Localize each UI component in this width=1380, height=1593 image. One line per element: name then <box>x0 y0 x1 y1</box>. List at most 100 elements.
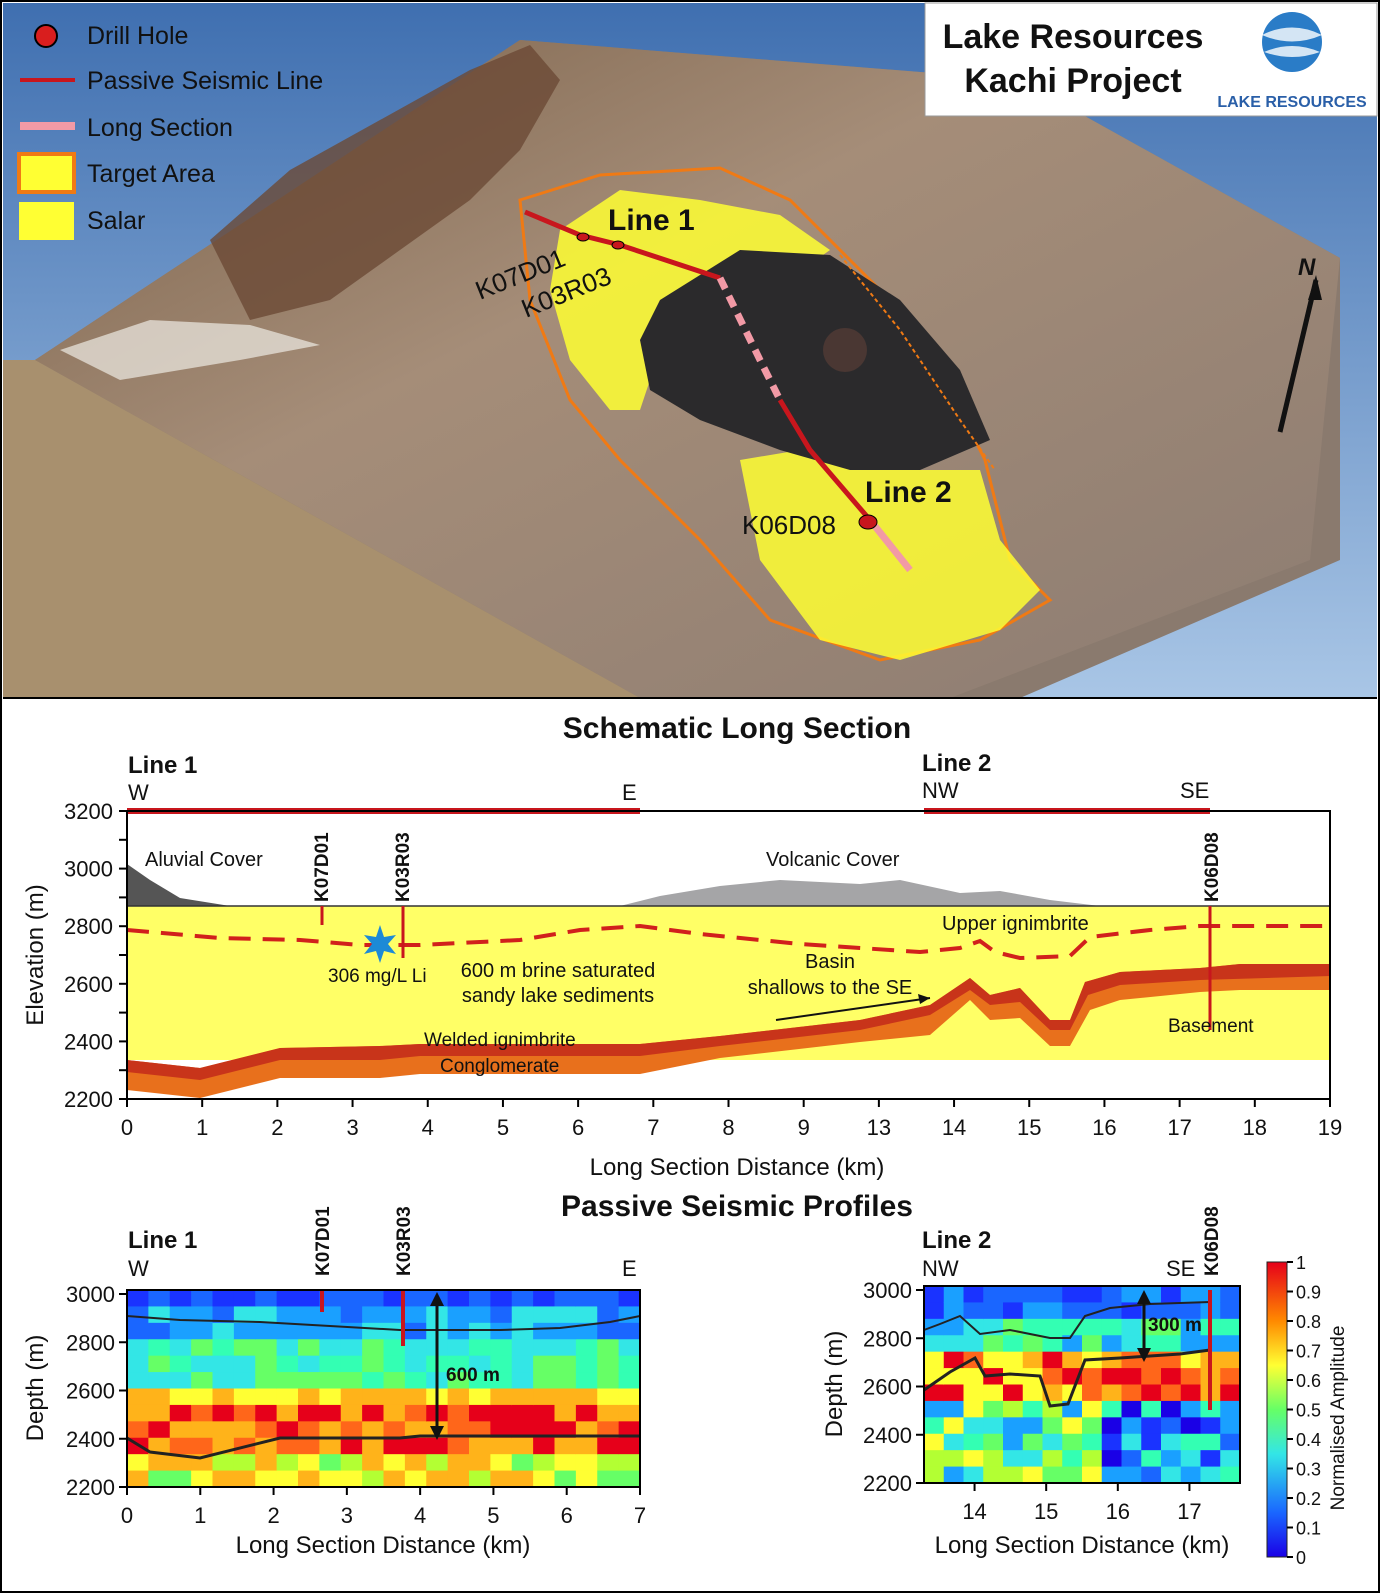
heatmap-cell <box>362 1322 385 1340</box>
heatmap-cell <box>924 1286 945 1304</box>
heatmap-cell <box>1062 1302 1083 1320</box>
heatmap-cell <box>127 1290 149 1308</box>
legend-target-area: Target Area <box>87 160 215 188</box>
heatmap-cell <box>255 1404 278 1422</box>
colorbar-tick-label: 0.5 <box>1296 1401 1321 1421</box>
heatmap-cell <box>943 1466 965 1484</box>
heatmap-cell <box>1141 1466 1162 1484</box>
logo-text: LAKE RESOURCES <box>1217 94 1367 111</box>
heatmap-cell <box>1161 1433 1182 1451</box>
heatmap-cell <box>276 1322 299 1340</box>
heatmap-cell <box>276 1339 299 1357</box>
heatmap-cell <box>191 1322 214 1340</box>
heatmap-cell <box>943 1318 965 1336</box>
heatmap-cell <box>983 1302 1004 1320</box>
heatmap-cell <box>1022 1335 1044 1353</box>
heatmap-cell <box>469 1470 491 1488</box>
p1-x-label: Long Section Distance (km) <box>236 1532 531 1559</box>
heatmap-cell <box>597 1470 620 1488</box>
colorbar-tick-label: 0.8 <box>1296 1312 1321 1332</box>
p1-end: E <box>622 1256 637 1281</box>
ls-x-label: Long Section Distance (km) <box>590 1154 885 1181</box>
heatmap-cell <box>1082 1433 1103 1451</box>
heatmap-cell <box>1003 1433 1024 1451</box>
heatmap-cell <box>276 1470 299 1488</box>
heatmap-cell <box>618 1454 641 1472</box>
heatmap-cell <box>1121 1400 1142 1418</box>
heatmap-cell <box>1180 1400 1202 1418</box>
ls-basement-label: Basement <box>1168 1016 1254 1037</box>
heatmap-cell <box>233 1470 256 1488</box>
heatmap-cell <box>1003 1384 1024 1402</box>
heatmap-cell <box>383 1404 406 1422</box>
colorbar-tick-label: 1 <box>1296 1253 1306 1273</box>
heatmap-cell <box>191 1437 214 1455</box>
heatmap-cell <box>1101 1286 1123 1304</box>
legend-target-area-icon <box>17 152 76 194</box>
heatmap-cell <box>924 1417 945 1435</box>
heatmap-cell <box>1220 1450 1241 1468</box>
lithium-star-icon <box>364 925 396 963</box>
heatmap-cell <box>255 1421 278 1439</box>
profile-x-tick-label: 7 <box>634 1503 646 1528</box>
heatmap-cell <box>554 1437 577 1455</box>
p2-upper-boundary <box>923 1301 1211 1339</box>
heatmap-cell <box>533 1470 556 1488</box>
heatmap-cell <box>404 1388 427 1406</box>
ls-x-tick-label: 13 <box>867 1115 891 1140</box>
ls-x-tick-label: 14 <box>942 1115 966 1140</box>
heatmap-cell <box>1062 1351 1083 1369</box>
white-salt-flat <box>60 320 320 380</box>
heatmap-cell <box>340 1355 363 1373</box>
heatmap-cell <box>1022 1466 1044 1484</box>
p2-basement-boundary <box>923 1348 1211 1408</box>
heatmap-cell <box>362 1470 385 1488</box>
heatmap-cell <box>1022 1286 1044 1304</box>
logo-wave-icon <box>1262 27 1322 42</box>
heatmap-cell <box>383 1421 406 1439</box>
heatmap-cell <box>469 1421 491 1439</box>
heatmap-cell <box>963 1400 984 1418</box>
heatmap-cell <box>1220 1466 1241 1484</box>
heatmap-cell <box>575 1454 598 1472</box>
heatmap-cell <box>404 1454 427 1472</box>
heatmap-cell <box>404 1306 427 1324</box>
heatmap-cell <box>597 1437 620 1455</box>
heatmap-cell <box>924 1351 945 1369</box>
ls-x-tick-label: 0 <box>121 1115 133 1140</box>
heatmap-cell <box>533 1421 556 1439</box>
heatmap-cell <box>1101 1302 1123 1320</box>
mountain-ridge <box>210 45 560 320</box>
heatmap-cell <box>148 1290 171 1308</box>
heatmap-cell <box>1180 1417 1202 1435</box>
heatmap-cell <box>169 1421 192 1439</box>
target-area-outline <box>518 166 1053 662</box>
heatmap-cell <box>319 1290 342 1308</box>
heatmap-cell <box>618 1290 641 1308</box>
heatmap-cell <box>191 1470 214 1488</box>
heatmap-cell <box>298 1372 320 1390</box>
heatmap-cell <box>511 1388 534 1406</box>
heatmap-cell <box>1022 1417 1044 1435</box>
p1-start: W <box>128 1256 149 1281</box>
heatmap-cell <box>212 1388 235 1406</box>
heatmap-cell <box>1082 1318 1103 1336</box>
ls-x-tick-label: 8 <box>722 1115 734 1140</box>
ls-label-k03r03: K03R03 <box>393 832 414 902</box>
heatmap-cell <box>404 1290 427 1308</box>
profile-x-tick-label: 3 <box>341 1503 353 1528</box>
heatmap-cell <box>233 1372 256 1390</box>
heatmap-cell <box>1042 1351 1063 1369</box>
profile-y-tick-label: 2200 <box>863 1471 912 1496</box>
heatmap-cell <box>169 1454 192 1472</box>
heatmap-cell <box>340 1421 363 1439</box>
heatmap-cell <box>1121 1384 1142 1402</box>
heatmap-cell <box>319 1404 342 1422</box>
map-long-section-end <box>867 517 913 573</box>
heatmap-cell <box>983 1384 1004 1402</box>
colorbar-tick-label: 0.7 <box>1296 1342 1321 1362</box>
heatmap-cell <box>212 1404 235 1422</box>
ls-x-tick-label: 4 <box>422 1115 434 1140</box>
heatmap-cell <box>340 1437 363 1455</box>
heatmap-cell <box>554 1322 577 1340</box>
